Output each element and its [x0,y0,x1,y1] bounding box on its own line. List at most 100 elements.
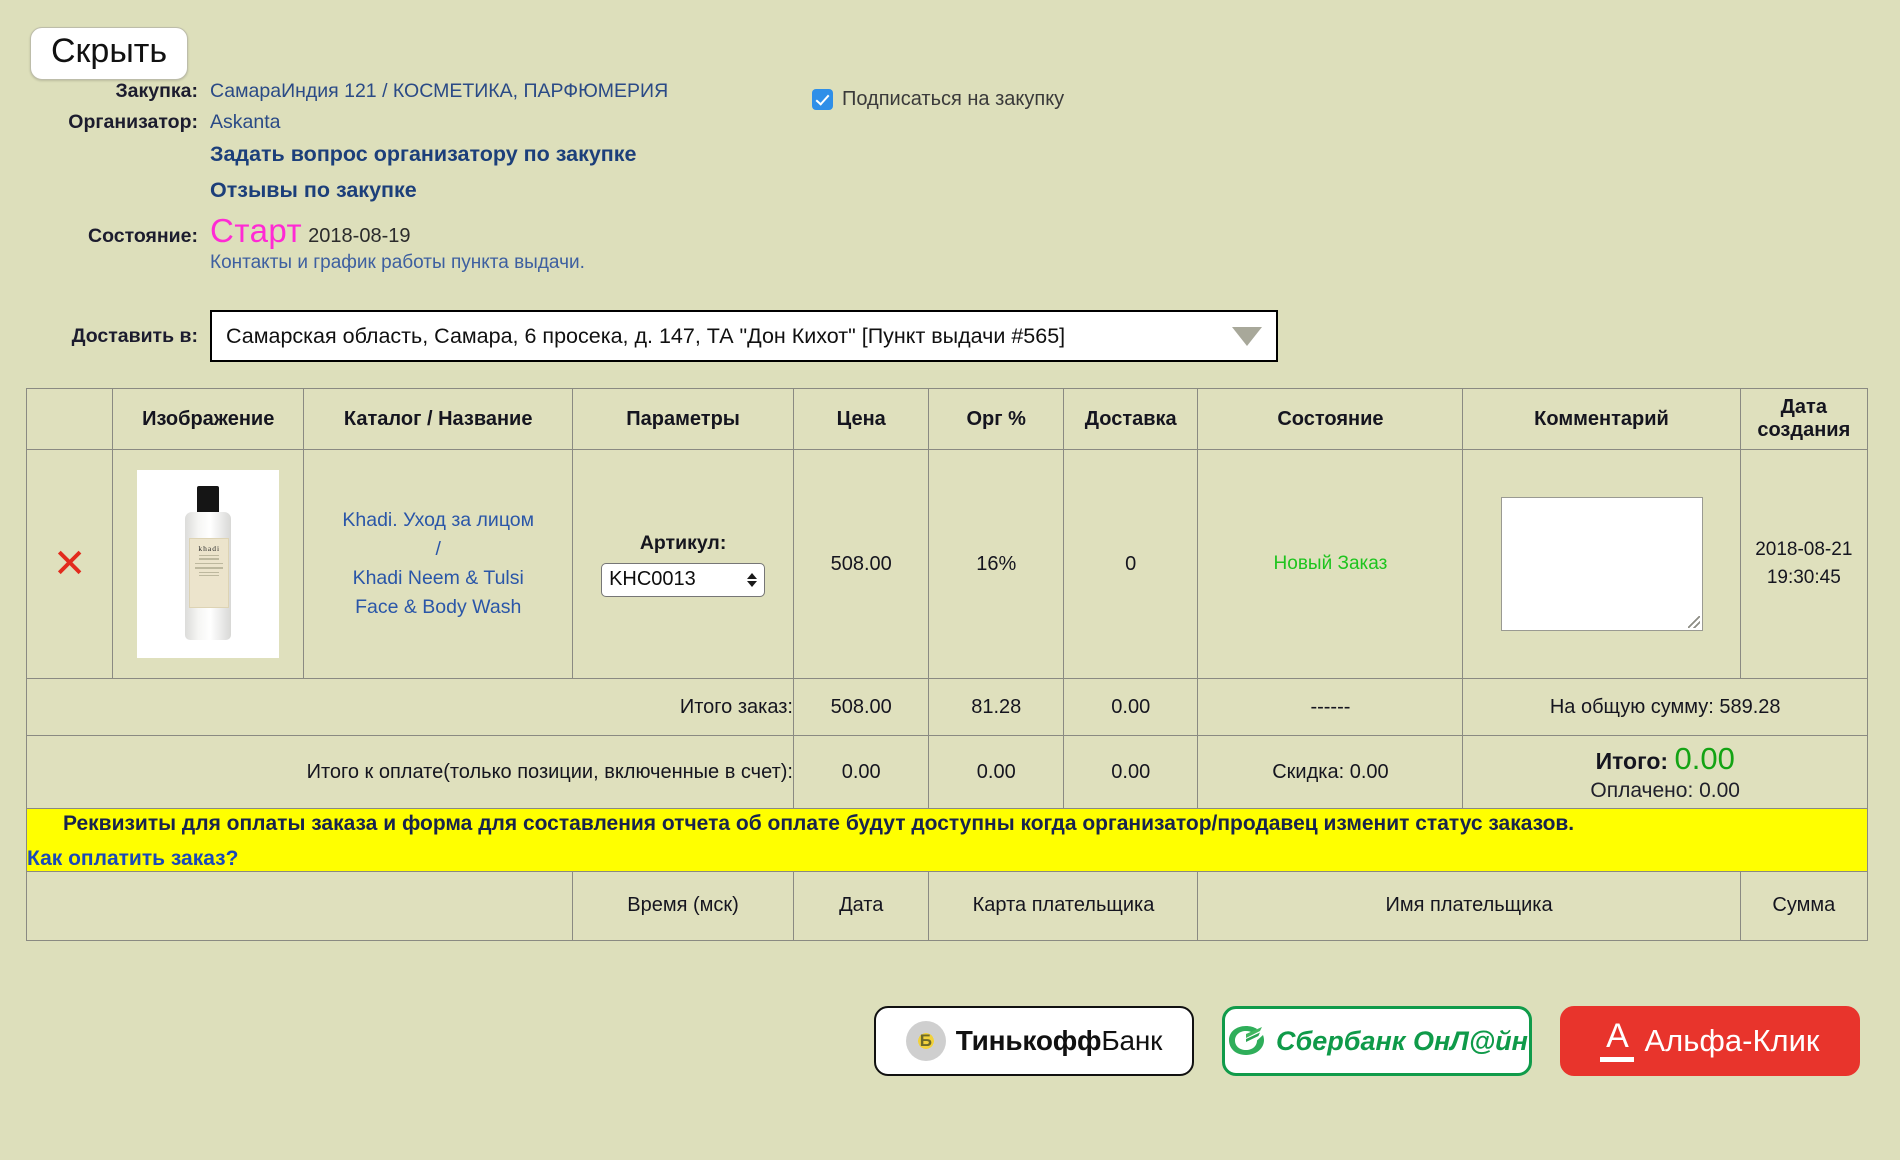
to-pay-row: Итого к оплате(только позиции, включенны… [26,735,1868,809]
chevron-down-icon[interactable] [1232,326,1262,346]
th-price: Цена [792,388,930,450]
created-time: 19:30:45 [1766,567,1841,588]
contacts-row: Контакты и график работы пункта выдачи. [0,252,1900,286]
article-select[interactable]: KHC0013 [601,562,766,597]
th-org: Орг % [928,388,1064,450]
bottle-brand-text: khadi [198,544,221,553]
sberbank-pay-button[interactable]: Сбербанк ОнЛ@йн [1222,1006,1532,1076]
final-total-label: Итого: [1595,748,1669,775]
th-comment: Комментарий [1462,388,1741,450]
purchase-row: Закупка: СамараИндия 121 / КОСМЕТИКА, ПА… [0,80,1900,111]
spinner-arrows-icon[interactable] [747,572,758,587]
product-org-percent: 16% [928,449,1064,679]
state-value-wrap: Старт 2018-08-19 [210,214,410,248]
product-params-cell: Артикул: KHC0013 [572,449,794,679]
checkbox-checked-icon[interactable] [812,89,833,110]
th-delivery: Доставка [1062,388,1199,450]
bottle-label: khadi [189,538,230,608]
final-total-cell: Итого: 0.00 Оплачено: 0.00 [1462,735,1868,809]
deliver-to-row: Доставить в: Самарская область, Самара, … [0,310,1278,362]
label-line [195,567,224,569]
reviews-link[interactable]: Отзывы по закупке [210,178,417,202]
chevron-up-icon [747,572,758,579]
organizer-label: Организатор: [68,111,198,133]
product-photo: khadi [137,470,280,658]
to-pay-label: Итого к оплате(только позиции, включенны… [26,735,794,809]
th-state: Состояние [1197,388,1464,450]
article-label: Артикул: [639,531,727,554]
to-pay-price: 0.00 [792,735,930,809]
th-payment-amount: Сумма [1739,870,1869,941]
label-line [199,558,220,560]
alfaclick-pay-button[interactable]: A Альфа-Клик [1560,1006,1860,1076]
deliver-to-label: Доставить в: [71,324,198,347]
payments-header-row: Время (мск) Дата Карта плательщика Имя п… [25,870,1869,941]
tinkoff-label: ТинькоффБанк [955,1025,1163,1057]
purchase-value[interactable]: СамараИндия 121 / КОСМЕТИКА, ПАРФЮМЕРИЯ [210,80,669,102]
table-header-row: Изображение Каталог / Название Параметры… [25,388,1869,450]
organizer-value[interactable]: Askanta [210,111,281,133]
product-created-cell: 2018-08-21 19:30:45 [1739,449,1869,679]
tinkoff-pay-button[interactable]: ТинькоффБанк [874,1006,1194,1076]
delete-row-icon[interactable]: ✕ [25,449,114,679]
label-line [195,562,224,565]
article-value: KHC0013 [609,568,696,590]
order-grand-total: На общую сумму: 589.28 [1462,678,1868,736]
sberbank-label: Сбербанк ОнЛ@йн [1276,1025,1528,1056]
order-total-row: Итого заказ: 508.00 81.28 0.00 ------ На… [26,678,1868,736]
product-name-line3: Khadi Neem & Tulsi [352,567,524,589]
product-image-cell: khadi [112,449,305,679]
th-delete [25,388,114,450]
deliver-to-select[interactable]: Самарская область, Самара, 6 просека, д.… [210,310,1278,362]
purchase-info-block: Закупка: СамараИндия 121 / КОСМЕТИКА, ПА… [0,80,1900,286]
deliver-to-value: Самарская область, Самара, 6 просека, д.… [226,323,1066,348]
order-total-price: 508.00 [792,678,930,736]
reviews-row: Отзывы по закупке [0,178,1900,214]
to-pay-delivery: 0.00 [1062,735,1199,809]
th-image: Изображение [112,388,305,450]
product-name-cell[interactable]: Khadi. Уход за лицом / Khadi Neem & Tuls… [303,449,574,679]
payments-empty-cell [25,870,574,941]
order-total-state: ------ [1197,678,1464,736]
ask-organizer-link[interactable]: Задать вопрос организатору по закупке [210,142,637,166]
state-label: Состояние: [87,225,198,247]
purchase-label: Закупка: [115,80,198,102]
pickup-contacts-link[interactable]: Контакты и график работы пункта выдачи. [210,252,585,273]
label-line [199,574,220,577]
subscribe-label: Подписаться на закупку [842,88,1065,110]
paid-label: Оплачено: 0.00 [1590,779,1740,803]
th-payment-payer: Имя плательщика [1197,870,1741,941]
hide-button-wrap: Скрыть [30,27,189,80]
final-total-line: Итого: 0.00 [1463,740,1867,778]
table-row: ✕ khadi [25,449,1869,679]
tinkoff-logo-icon [905,1021,946,1061]
alfabank-logo-icon: A [1600,1017,1635,1062]
alfa-letter: A [1606,1017,1629,1056]
tinkoff-label-bold: Тинькофф [955,1025,1102,1056]
label-line [199,555,220,557]
product-name-sep: / [435,537,441,560]
ask-question-row: Задать вопрос организатору по закупке [0,142,1900,178]
order-total-delivery: 0.00 [1062,678,1199,736]
chevron-down-icon [747,580,758,587]
order-total-org: 81.28 [928,678,1064,736]
th-created: Дата создания [1739,388,1869,450]
final-total-value: 0.00 [1674,741,1735,777]
notice-text: Реквизиты для оплаты заказа и форма для … [63,812,1575,835]
hide-button[interactable]: Скрыть [30,27,189,80]
order-total-label: Итого заказ: [26,678,794,736]
product-comment-cell [1462,449,1741,679]
th-name: Каталог / Название [303,388,574,450]
how-to-pay-link[interactable]: Как оплатить заказ? [27,846,239,870]
payment-buttons-bar: ТинькоффБанк Сбербанк ОнЛ@йн A Альфа-Кли… [0,1006,1900,1076]
alfaclick-label: Альфа-Клик [1644,1023,1820,1058]
notice-row: Реквизиты для оплаты заказа и форма для … [26,808,1868,872]
th-params: Параметры [572,388,794,450]
label-line [199,571,220,573]
bottle-cap [197,486,220,514]
subscribe-checkbox-row[interactable]: Подписаться на закупку [812,88,1064,111]
organizer-row: Организатор: Askanta [0,111,1900,142]
comment-textarea[interactable] [1500,497,1703,631]
alfa-underline [1600,1056,1635,1062]
sberbank-logo-icon [1226,1021,1266,1061]
